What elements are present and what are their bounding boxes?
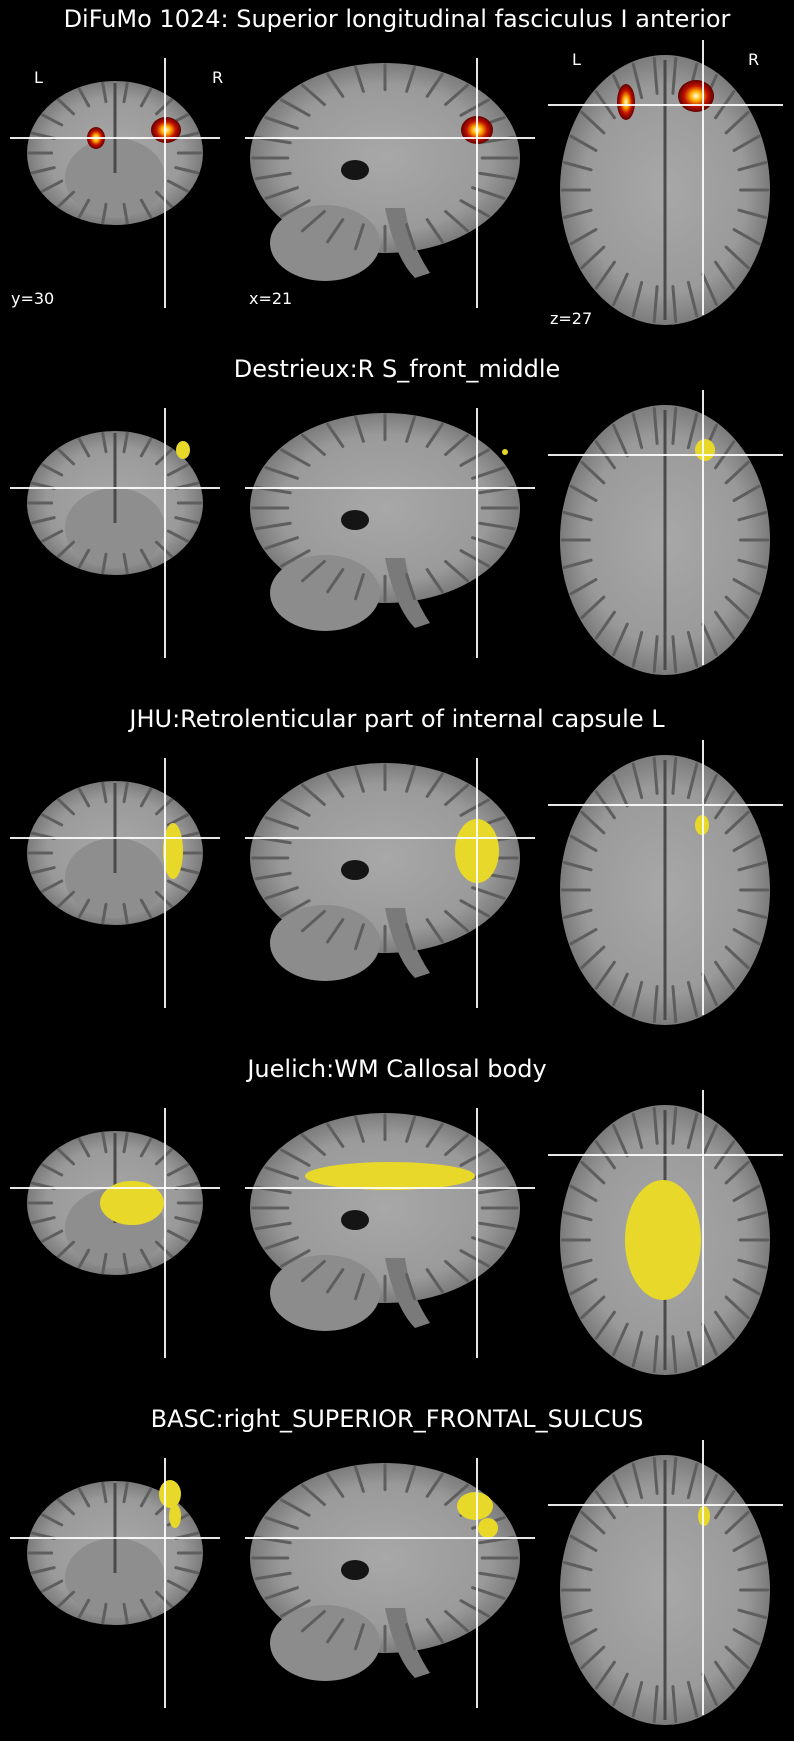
axial-view (548, 40, 783, 325)
cerebellum (270, 1605, 380, 1681)
atlas-region (457, 1492, 493, 1520)
atlas-panel-basc: BASC:right_SUPERIOR_FRONTAL_SULCUS (0, 1400, 794, 1741)
ventricle (341, 160, 369, 180)
deep-gray-matter (65, 1538, 165, 1618)
coronal-view (10, 408, 220, 658)
panel-title: JHU:Retrolenticular part of internal cap… (129, 705, 665, 733)
coronal-view (10, 1108, 220, 1358)
coronal-view (10, 758, 220, 1008)
sulci (27, 1481, 203, 1625)
sulci (27, 81, 203, 225)
axial-view (548, 1440, 783, 1725)
sulci (251, 413, 519, 603)
brainstem (385, 1258, 430, 1328)
sulci (560, 56, 770, 324)
brainstem (385, 558, 430, 628)
atlas-region (169, 1504, 181, 1528)
atlas-region (176, 441, 190, 459)
cerebellum (270, 205, 380, 281)
ventricle (341, 1560, 369, 1580)
sagittal-view (245, 58, 535, 308)
axial-coordinate: z=27 (550, 309, 593, 328)
atlas-panel-juelich: Juelich:WM Callosal body (0, 1050, 794, 1400)
panel-title: DiFuMo 1024: Superior longitudinal fasci… (63, 5, 731, 33)
atlas-panel-jhu: JHU:Retrolenticular part of internal cap… (0, 700, 794, 1050)
deep-gray-matter (65, 488, 165, 568)
sulci (27, 1131, 203, 1275)
left-hemisphere-label: L (34, 68, 43, 87)
atlas-region (617, 84, 635, 120)
sagittal-view (245, 758, 535, 1008)
deep-gray-matter (65, 838, 165, 918)
panel-title: BASC:right_SUPERIOR_FRONTAL_SULCUS (150, 1405, 644, 1433)
coronal-coordinate: y=30 (11, 289, 55, 308)
sulci (251, 1113, 519, 1303)
ventricle (341, 1210, 369, 1230)
panel-title: Destrieux:R S_front_middle (233, 355, 561, 383)
atlas-region (502, 449, 508, 455)
atlas-region (478, 1518, 498, 1538)
atlas-region (305, 1162, 475, 1190)
panel-title: Juelich:WM Callosal body (247, 1055, 547, 1083)
cerebellum (270, 905, 380, 981)
right-hemisphere-label: R (212, 68, 224, 87)
atlas-region (695, 439, 715, 461)
atlas-region (100, 1181, 164, 1225)
cerebellum (270, 555, 380, 631)
atlas-region (159, 1480, 181, 1508)
sagittal-view (245, 1108, 535, 1358)
deep-gray-matter (65, 138, 165, 218)
atlas-panel-destrieux: Destrieux:R S_front_middle (0, 350, 794, 700)
axial-view (548, 1090, 783, 1375)
atlas-region (625, 1180, 701, 1300)
coronal-view (10, 58, 220, 308)
sagittal-view (245, 408, 535, 658)
ventricle (341, 510, 369, 530)
sagittal-view (245, 1458, 535, 1708)
coronal-view (10, 1458, 220, 1708)
ventricle (341, 860, 369, 880)
cerebellum (270, 1255, 380, 1331)
left-hemisphere-label: L (572, 50, 581, 69)
axial-view (548, 740, 783, 1025)
brainstem (385, 1608, 430, 1678)
right-hemisphere-label: R (748, 50, 760, 69)
brainstem (385, 208, 430, 278)
atlas-panel-difumo: DiFuMo 1024: Superior longitudinal fasci… (0, 0, 794, 350)
axial-view (548, 390, 783, 675)
sulci (560, 406, 770, 674)
sagittal-coordinate: x=21 (249, 289, 293, 308)
brainstem (385, 908, 430, 978)
atlas-region (678, 80, 714, 112)
